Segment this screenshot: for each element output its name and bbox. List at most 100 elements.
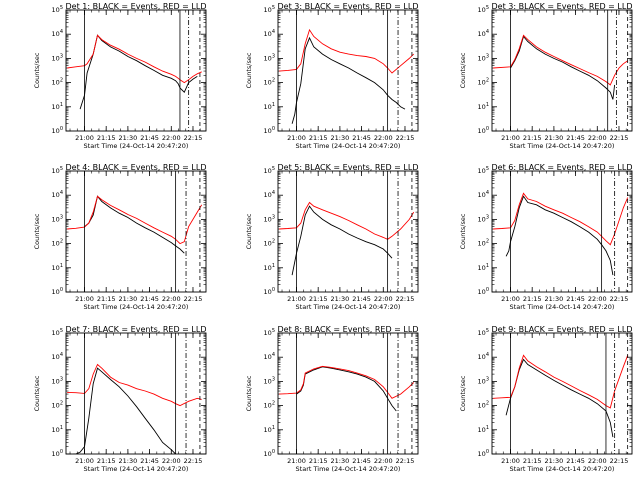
series-line-events [296, 366, 397, 412]
y-tick-label: 105 [264, 5, 275, 14]
x-tick-label: 22:00 [162, 457, 181, 465]
series-line-lld [493, 354, 629, 409]
x-tick-label: 21:45 [352, 134, 371, 142]
x-tick-label: 22:00 [588, 295, 607, 303]
x-tick-label: 21:00 [75, 457, 94, 465]
y-axis-label: Counts/sec [459, 375, 467, 411]
y-tick-label: 105 [478, 5, 489, 14]
panel-title: Det 8: BLACK = Events, RED = LLD [278, 325, 419, 334]
y-tick-label: 103 [264, 376, 275, 385]
x-tick-label: 22:00 [588, 457, 607, 465]
detector-panel-2: Det 3: BLACK = Events, RED = LLD Counts/s… [245, 2, 418, 150]
panel-title: Det 6: BLACK = Events, RED = LLD [492, 163, 633, 172]
x-tick-label: 21:45 [566, 134, 585, 142]
y-tick-label: 102 [264, 78, 275, 87]
series-line-lld [279, 365, 415, 399]
y-axis-label: Counts/sec [33, 52, 41, 88]
y-tick-label: 104 [478, 190, 489, 199]
y-tick-label: 105 [478, 328, 489, 337]
y-axis-label: Counts/sec [245, 52, 253, 88]
x-tick-label: 22:00 [162, 295, 181, 303]
y-axis-label: Counts/sec [459, 213, 467, 249]
y-tick-label: 102 [478, 78, 489, 87]
x-tick-label: 22:00 [162, 134, 181, 142]
x-tick-label: 21:15 [523, 295, 542, 303]
x-tick-label: 22:15 [610, 457, 629, 465]
y-tick-label: 103 [478, 53, 489, 62]
series-line-events [291, 36, 406, 124]
x-tick-label: 22:15 [184, 295, 203, 303]
series-line-lld [493, 34, 628, 86]
plot-frame [277, 170, 419, 293]
y-tick-label: 103 [264, 53, 275, 62]
x-axis-label: Start Time (24-Oct-14 20:47:20) [510, 465, 615, 473]
y-tick-label: 101 [478, 425, 489, 434]
panel-title: Det 3: BLACK = Events, RED = LLD [278, 2, 419, 11]
x-tick-label: 21:15 [523, 134, 542, 142]
series-line-lld [67, 195, 203, 245]
y-tick-label: 103 [478, 376, 489, 385]
detector-panel-8: Det 8: BLACK = Events, RED = LLD Counts/s… [245, 325, 418, 473]
x-axis-label: Start Time (24-Oct-14 20:47:20) [296, 142, 401, 150]
x-tick-label: 21:00 [501, 295, 520, 303]
y-tick-label: 102 [264, 239, 275, 248]
plot-frame [491, 170, 633, 293]
y-tick-label: 105 [264, 328, 275, 337]
y-tick-label: 101 [478, 102, 489, 111]
x-tick-label: 21:15 [97, 457, 116, 465]
x-tick-label: 21:30 [119, 457, 138, 465]
y-axis-label: Counts/sec [245, 375, 253, 411]
detector-panel-1: Det 1: BLACK = Events, RED = LLD Counts/s… [33, 2, 206, 150]
y-tick-label: 104 [478, 29, 489, 38]
y-tick-label: 102 [478, 239, 489, 248]
y-tick-label: 102 [264, 401, 275, 410]
x-tick-label: 21:00 [287, 295, 306, 303]
y-tick-label: 102 [52, 401, 63, 410]
y-tick-label: 102 [52, 239, 63, 248]
x-tick-label: 21:00 [75, 134, 94, 142]
x-axis-label: Start Time (24-Oct-14 20:47:20) [296, 303, 401, 311]
detector-panel-7: Det 7: BLACK = Events, RED = LLD Counts/s… [33, 325, 206, 473]
panel-title: Det 9: BLACK = Events, RED = LLD [492, 325, 633, 334]
x-tick-label: 22:00 [588, 134, 607, 142]
y-tick-label: 105 [478, 166, 489, 175]
panel-title: Det 5: BLACK = Events, RED = LLD [278, 163, 419, 172]
x-tick-label: 21:00 [75, 295, 94, 303]
x-tick-label: 22:15 [184, 457, 203, 465]
y-tick-label: 104 [264, 352, 275, 361]
x-tick-label: 21:30 [119, 134, 138, 142]
x-tick-label: 21:15 [309, 295, 328, 303]
x-tick-label: 21:45 [140, 134, 159, 142]
x-tick-label: 21:15 [309, 134, 328, 142]
x-tick-label: 21:45 [140, 457, 159, 465]
x-tick-label: 22:15 [610, 295, 629, 303]
x-tick-label: 21:00 [287, 134, 306, 142]
x-tick-label: 21:00 [501, 134, 520, 142]
y-tick-label: 100 [264, 287, 275, 296]
y-tick-label: 101 [52, 425, 63, 434]
series-line-lld [67, 363, 202, 407]
x-tick-label: 21:45 [566, 457, 585, 465]
y-tick-label: 103 [52, 53, 63, 62]
plot-frame [65, 9, 207, 132]
x-tick-label: 21:30 [331, 457, 350, 465]
y-tick-label: 101 [264, 102, 275, 111]
y-tick-label: 105 [52, 166, 63, 175]
x-axis-label: Start Time (24-Oct-14 20:47:20) [84, 142, 189, 150]
y-tick-label: 104 [52, 29, 63, 38]
x-tick-label: 22:00 [374, 295, 393, 303]
y-tick-label: 102 [478, 401, 489, 410]
x-tick-label: 22:15 [396, 295, 415, 303]
x-tick-label: 21:15 [97, 134, 116, 142]
series-line-events [291, 205, 393, 276]
x-tick-label: 21:30 [331, 134, 350, 142]
y-tick-label: 101 [264, 263, 275, 272]
x-tick-label: 21:30 [545, 295, 564, 303]
y-tick-label: 101 [52, 263, 63, 272]
x-axis-label: Start Time (24-Oct-14 20:47:20) [84, 465, 189, 473]
plot-frame [65, 170, 207, 293]
y-tick-label: 101 [52, 102, 63, 111]
x-axis-label: Start Time (24-Oct-14 20:47:20) [296, 465, 401, 473]
y-tick-label: 100 [478, 126, 489, 135]
